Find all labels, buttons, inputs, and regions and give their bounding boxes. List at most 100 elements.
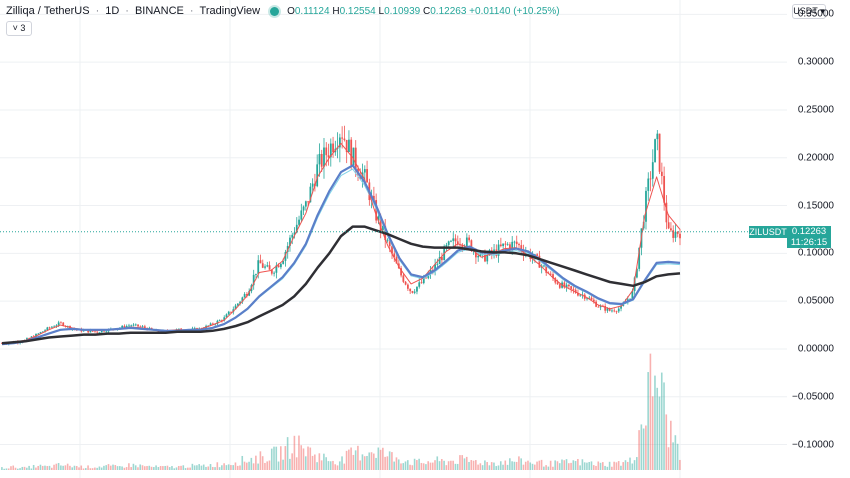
volume-bar [543,466,545,470]
volume-bar [236,465,239,470]
volume-bar [114,465,117,470]
candle-body [422,277,425,284]
candle-body [656,133,659,140]
price-tick-label: 0.20000 [797,152,834,164]
candle-body [41,331,44,333]
volume-bar [522,464,525,470]
volume-bar [658,396,661,470]
volume-bar [69,465,71,470]
volume-bar [320,460,323,470]
volume-bar [41,465,44,470]
candle-body [479,252,482,256]
candle-body [241,297,244,302]
candle-body [658,133,661,172]
candle-body [456,241,459,245]
volume-bar [527,460,529,470]
candle-body [499,244,502,247]
volume-bar [221,465,223,470]
volume-bar [48,465,51,470]
volume-bar [379,449,382,470]
volume-bar [533,464,536,470]
candle-body [620,305,622,309]
candle-body [418,282,421,287]
candle-body [96,331,99,333]
indicators-toggle-button[interactable]: ˅ 3 [6,21,32,36]
volume-bar [327,461,330,470]
candle-body [39,332,42,334]
volume-bar [243,461,246,470]
volume-bar [153,467,155,470]
volume-bar [633,460,636,470]
price-tick-label: 0.35000 [797,8,834,20]
volume-bar [248,461,250,470]
volume-bar [343,463,346,470]
volume-bar [447,461,450,470]
volume-bar [370,452,373,470]
volume-bar [636,457,638,470]
volume-bar [547,466,550,470]
volume-bar [420,462,423,470]
candle-body [445,244,448,247]
volume-bar [64,465,67,470]
candle-body [484,252,486,262]
volume-bar [157,467,160,470]
volume-bar [277,461,280,470]
candle-body [211,323,214,325]
volume-bar [554,460,556,470]
volume-bar [502,464,504,470]
source-label: TradingView [199,5,261,17]
volume-bar [490,462,493,470]
candle-body [660,171,663,177]
volume-bar [146,466,148,470]
volume-bar [295,457,298,470]
candle-body [586,298,588,300]
candle-body [413,291,416,293]
volume-bar [202,464,205,470]
symbol-legend[interactable]: Zilliqa / TetherUS · 1D · BINANCE · Trad… [6,5,560,17]
interval-label[interactable]: 1D [105,5,120,17]
candle-body [177,328,180,330]
candle-body [434,264,437,272]
currency-button[interactable]: USDT ▾ [792,4,826,19]
volume-bar [250,457,253,470]
volume-bar [309,447,312,470]
candle-body [132,324,135,326]
candle-body [223,317,226,321]
volume-bar [667,447,670,470]
candle-body [563,282,566,288]
volume-bar [173,468,176,470]
volume-bar [275,446,278,470]
volume-bar [196,465,198,470]
candle-body [270,269,273,274]
volume-bar [184,468,187,470]
volume-bar [434,460,436,470]
volume-bar [595,465,597,470]
symbol-name[interactable]: Zilliqa / TetherUS [6,5,90,17]
candle-body [48,327,51,329]
candle-body [465,237,468,247]
candle-body [406,284,409,289]
candle-body [395,257,398,264]
price-tick-label: 0.25000 [797,104,834,116]
candle-body [425,277,427,279]
volume-bar [611,466,613,470]
candle-body [441,257,443,261]
volume-bar [75,465,78,470]
volume-bar [497,465,500,470]
volume-bar [488,465,491,470]
volume-bar [445,465,448,470]
price-axis[interactable]: 0.35000 0.30000 0.25000 0.20000 0.15000 0.100… [787,0,850,478]
volume-bar [137,467,139,470]
volume-bar [456,463,459,470]
candle-body [391,246,393,254]
candle-body [543,265,545,267]
volume-bar [520,458,522,470]
volume-bar [454,463,457,470]
candle-body [345,140,348,153]
volume-bar [211,466,214,470]
chevron-down-icon: ˅ [12,23,18,33]
candle-body [243,294,246,298]
candle-body [280,263,282,268]
candle-body [504,243,507,245]
